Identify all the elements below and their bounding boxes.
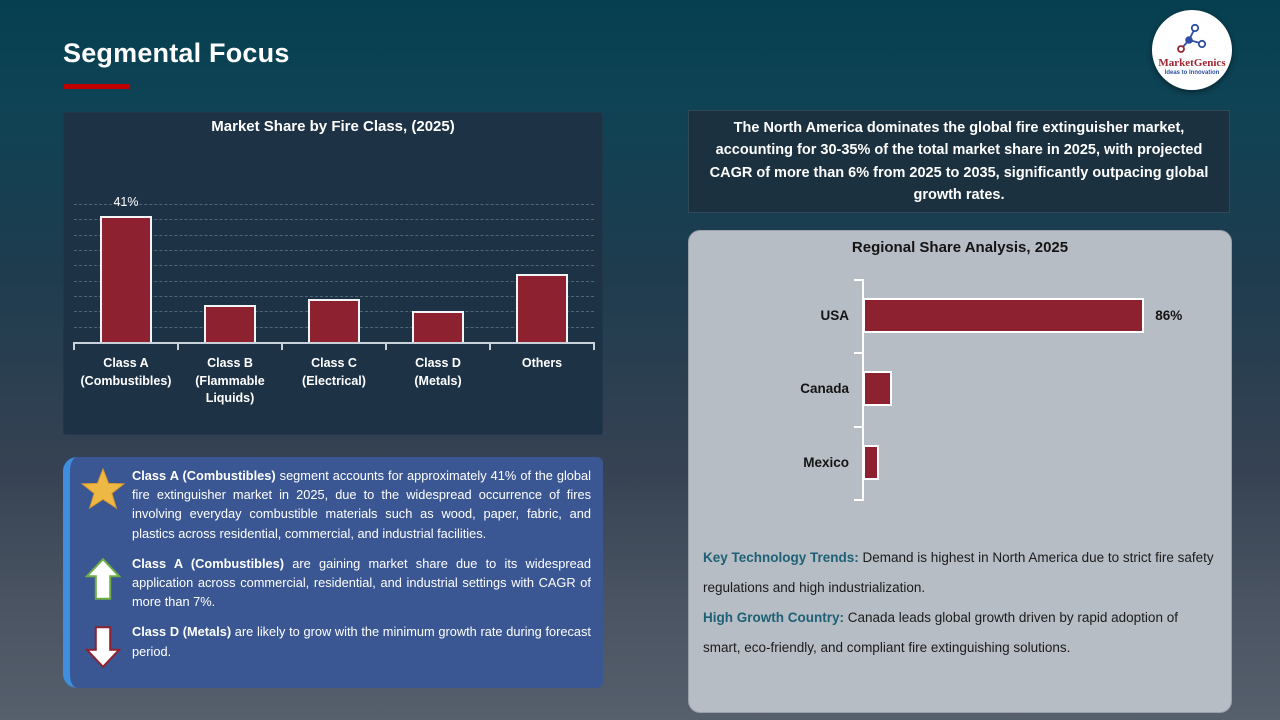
gridline [74, 280, 594, 282]
category-label: USA [820, 308, 849, 324]
gridline [74, 295, 594, 297]
x-axis [74, 342, 594, 344]
axis-tick [854, 425, 862, 428]
regional-share-panel: Regional Share Analysis, 2025 Key Techno… [688, 230, 1232, 713]
category-label: Class A (Combustibles) [80, 356, 172, 388]
fire-chart-title: Market Share by Fire Class, (2025) [211, 118, 455, 135]
category-label: Canada [800, 381, 849, 397]
category-label: Class C (Electrical) [302, 356, 366, 388]
fire-class-chart-panel: Market Share by Fire Class, (2025) 41% Cl… [63, 112, 603, 435]
molecule-icon [1175, 23, 1209, 58]
axis-tick [854, 498, 862, 501]
page-title: Segmental Focus [63, 38, 290, 68]
title-underline [64, 84, 130, 89]
down-arrow-icon [74, 622, 132, 670]
regional-notes: Key Technology Trends: Demand is highest… [703, 543, 1219, 663]
axis-tick [489, 342, 491, 350]
axis-tick [593, 342, 595, 350]
marketgenics-logo: MarketGenics Ideas to Innovation [1152, 10, 1232, 90]
bullet-text: Class A (Combustibles) are gaining marke… [132, 555, 591, 610]
bullet-text: Class D (Metals) are likely to grow with… [132, 624, 591, 659]
logo-name: MarketGenics [1158, 57, 1226, 70]
axis-tick [177, 342, 179, 350]
axis-tick [385, 342, 387, 350]
axis-tick [854, 279, 862, 281]
gridline [74, 203, 594, 205]
axis-tick [73, 342, 75, 350]
list-item: Class A (Combustibles) segment accounts … [74, 466, 591, 543]
bullet-text: Class A (Combustibles) segment accounts … [132, 468, 591, 541]
gridline [74, 265, 594, 267]
axis-tick [281, 342, 283, 350]
bar [100, 216, 152, 342]
bar-value-label: 86% [1155, 308, 1183, 324]
gridline [74, 219, 594, 221]
bar [412, 311, 464, 342]
regional-chart-title: Regional Share Analysis, 2025 [851, 239, 1069, 256]
axis-tick [854, 352, 862, 355]
list-item: Class D (Metals) are likely to grow with… [74, 622, 591, 670]
north-america-highlight-text: The North America dominates the global f… [709, 119, 1209, 203]
segment-insights-box: Class A (Combustibles) segment accounts … [63, 457, 603, 688]
category-label: Mexico [803, 454, 849, 470]
star-icon [74, 466, 132, 510]
category-label: Class D (Metals) [414, 356, 462, 388]
bar [516, 274, 568, 342]
gridline [74, 234, 594, 236]
north-america-highlight-box: The North America dominates the global f… [688, 110, 1230, 213]
bar [308, 299, 360, 342]
logo-tagline: Ideas to Innovation [1164, 69, 1220, 76]
list-item: Class A (Combustibles) are gaining marke… [74, 554, 591, 612]
bar [863, 444, 880, 480]
gridline [74, 249, 594, 251]
category-label: Class B (Flammable Liquids) [195, 356, 265, 405]
bar [863, 371, 893, 407]
bar-value-label: 41% [113, 195, 139, 210]
note-high-growth-country: High Growth Country: Canada leads global… [703, 610, 1178, 655]
note-key-technology-trends: Key Technology Trends: Demand is highest… [703, 550, 1214, 595]
bar [204, 305, 256, 342]
category-label: Others [521, 356, 563, 370]
up-arrow-icon [74, 554, 132, 602]
bar [863, 298, 1145, 334]
